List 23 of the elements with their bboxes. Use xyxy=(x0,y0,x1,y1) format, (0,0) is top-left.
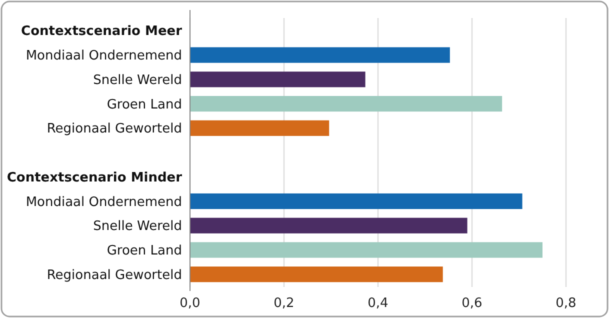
y-tick-label: Snelle Wereld xyxy=(93,72,182,88)
bar xyxy=(190,72,366,88)
x-tick-label: 0,0 xyxy=(180,296,200,311)
y-tick-label: Mondiaal Ondernemend xyxy=(26,48,182,64)
x-tick-label: 0,4 xyxy=(368,296,388,311)
bar xyxy=(190,120,330,136)
y-tick-label: Contextscenario Meer xyxy=(21,24,183,40)
bar xyxy=(190,242,542,258)
y-tick-label: Mondiaal Ondernemend xyxy=(26,194,182,210)
y-tick-label: Groen Land xyxy=(106,97,182,112)
y-tick-label: Regionaal Geworteld xyxy=(46,268,182,283)
y-tick-label: Regionaal Geworteld xyxy=(46,122,182,137)
x-tick-label: 0,6 xyxy=(462,296,482,311)
x-tick-label: 0,8 xyxy=(556,296,576,311)
bar xyxy=(190,218,468,234)
bar xyxy=(190,96,502,112)
y-tick-label: Snelle Wereld xyxy=(93,219,182,234)
y-tick-label: Groen Land xyxy=(106,244,182,259)
bar xyxy=(190,266,443,282)
bar xyxy=(190,193,522,210)
x-tick-label: 0,2 xyxy=(274,296,294,311)
y-tick-label: Contextscenario Minder xyxy=(6,170,183,186)
bar xyxy=(190,47,450,63)
